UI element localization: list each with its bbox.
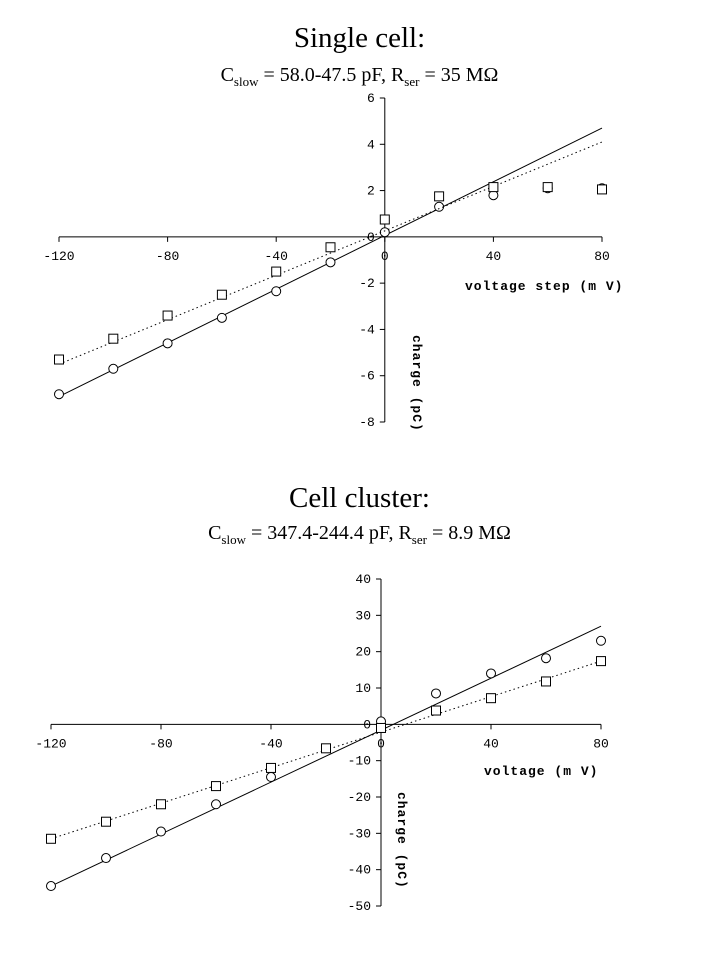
chart-1-subtitle: Cslow = 58.0-47.5 pF, Rser = 35 MΩ: [0, 64, 719, 90]
data-point-square: [162, 310, 173, 321]
data-point-square: [46, 833, 56, 844]
data-point-square: [488, 182, 499, 193]
x-tick-label: 40: [486, 249, 502, 264]
c-value: = 58.0-47.5 pF,: [258, 64, 391, 86]
y-tick-label: 40: [355, 572, 371, 587]
y-tick-label: 4: [367, 137, 375, 152]
x-tick-label: 0: [381, 249, 389, 264]
y-tick-label: 6: [367, 91, 375, 106]
c-value: = 347.4-244.4 pF,: [245, 522, 399, 544]
data-point-square: [596, 656, 606, 667]
data-point-square: [271, 266, 282, 277]
y-tick-label: -50: [348, 899, 371, 914]
y-axis-label: charge (pC): [409, 335, 424, 432]
data-point-circle: [266, 772, 276, 783]
data-point-square: [376, 722, 386, 733]
data-point-circle: [434, 201, 445, 212]
data-point-circle: [156, 826, 166, 837]
data-point-square: [101, 816, 111, 827]
y-tick-label: -8: [359, 415, 375, 430]
y-tick-label: -20: [348, 790, 371, 805]
c-subscript: slow: [221, 532, 246, 547]
c-symbol: C: [220, 64, 234, 86]
x-tick-label: -120: [35, 736, 66, 751]
data-point-square: [431, 705, 441, 716]
c-subscript: slow: [233, 74, 259, 89]
data-point-square: [597, 184, 607, 195]
data-point-circle: [431, 688, 441, 699]
data-point-square: [216, 289, 227, 300]
data-point-circle: [271, 286, 282, 297]
data-point-square: [541, 676, 551, 687]
data-point-circle: [108, 363, 119, 374]
x-tick-label: 80: [593, 736, 609, 751]
r-value: = 35 MΩ: [419, 64, 499, 86]
data-point-circle: [325, 257, 336, 268]
x-tick-label: 40: [483, 736, 499, 751]
data-point-circle: [46, 881, 56, 892]
x-tick-label: -40: [264, 249, 287, 264]
x-tick-label: -120: [43, 249, 74, 264]
y-tick-label: -10: [348, 754, 371, 769]
y-tick-label: -30: [348, 826, 371, 841]
data-point-circle: [486, 668, 496, 679]
data-point-square: [325, 242, 336, 253]
r-subscript: ser: [411, 532, 427, 547]
chart-1-title: Single cell:: [293, 22, 426, 54]
r-value: = 8.9 MΩ: [426, 522, 511, 544]
data-point-square: [434, 191, 445, 202]
data-point-square: [542, 182, 553, 193]
data-point-square: [321, 743, 331, 754]
data-point-circle: [541, 653, 551, 664]
data-point-square: [379, 214, 390, 225]
data-point-circle: [596, 635, 606, 646]
x-axis-label: voltage step (m V): [465, 279, 623, 294]
y-tick-label: 20: [355, 645, 371, 660]
data-point-circle: [101, 853, 111, 864]
y-tick-label: -40: [348, 863, 371, 878]
chart-2-subtitle: Cslow = 347.4-244.4 pF, Rser = 8.9 MΩ: [0, 522, 719, 548]
data-point-square: [54, 354, 64, 365]
x-tick-label: 80: [594, 249, 610, 264]
y-axis-label: charge (pC): [394, 792, 409, 889]
y-tick-label: -6: [359, 369, 375, 384]
solid-fit-line: [50, 625, 602, 887]
x-tick-label: -40: [259, 736, 282, 751]
y-tick-label: 10: [355, 681, 371, 696]
data-point-circle: [216, 312, 227, 323]
data-point-circle: [211, 799, 221, 810]
y-tick-label: 0: [367, 230, 375, 245]
x-tick-label: -80: [149, 736, 172, 751]
data-point-circle: [162, 338, 173, 349]
x-axis-label: voltage (m V): [484, 764, 598, 779]
data-point-square: [156, 799, 166, 810]
r-symbol: R: [398, 522, 412, 544]
x-tick-label: -80: [156, 249, 179, 264]
chart-2-title: Cell cluster:: [289, 482, 430, 514]
y-tick-label: 30: [355, 608, 371, 623]
y-tick-label: -2: [359, 276, 375, 291]
chart-1-plot: -120 -80 -40 0 40 80 -8 -6 -4 -2 0 2 4 6 voltage step …: [43, 91, 623, 432]
data-point-square: [211, 781, 221, 792]
c-symbol: C: [208, 522, 222, 544]
dotted-fit-line: [58, 141, 603, 365]
data-point-square: [486, 693, 496, 704]
r-symbol: R: [390, 64, 405, 86]
y-tick-label: 2: [367, 184, 375, 199]
r-subscript: ser: [404, 74, 420, 89]
x-tick-label: 0: [377, 736, 385, 751]
data-point-square: [108, 333, 119, 344]
data-point-square: [266, 762, 276, 773]
data-point-circle: [54, 389, 64, 400]
y-tick-label: 0: [363, 717, 371, 732]
y-tick-label: -4: [359, 322, 375, 337]
